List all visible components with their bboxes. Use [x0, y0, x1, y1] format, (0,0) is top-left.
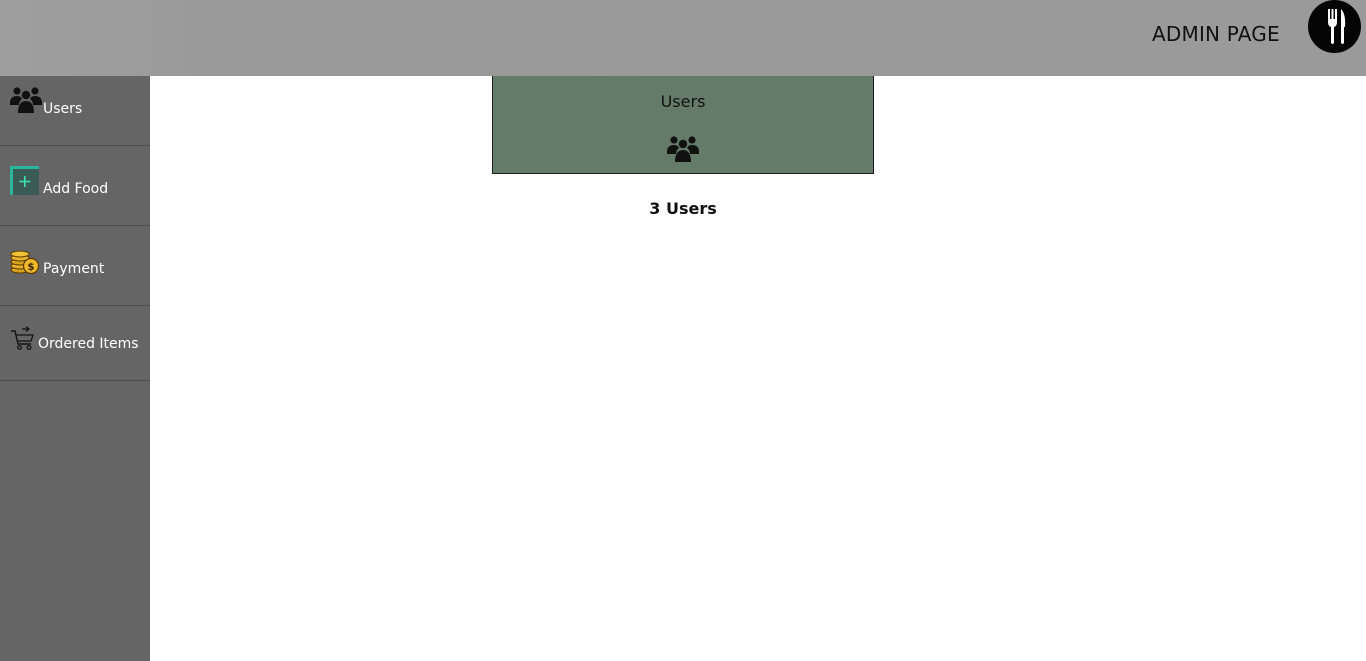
users-group-icon: [667, 135, 699, 167]
svg-text:$: $: [28, 262, 35, 273]
user-count: 3 Users: [649, 199, 717, 218]
sidebar-item-users[interactable]: Users: [0, 76, 150, 146]
sidebar-item-label: Payment: [43, 261, 105, 277]
card-title: Users: [660, 92, 706, 111]
sidebar-item-payment[interactable]: $ Payment: [0, 226, 150, 306]
sidebar-item-label: Users: [43, 101, 83, 117]
sidebar: Users Add Food $ Paymen: [0, 76, 150, 661]
page-title: ADMIN PAGE: [1152, 22, 1280, 46]
coins-icon: $: [10, 248, 40, 280]
sidebar-item-add-food[interactable]: Add Food: [0, 146, 150, 226]
users-card[interactable]: Users: [492, 76, 874, 174]
sidebar-item-label: Add Food: [43, 181, 109, 197]
users-group-icon: [10, 86, 42, 118]
cart-icon: [10, 326, 36, 356]
fork-knife-icon[interactable]: [1308, 0, 1361, 53]
add-square-icon: [10, 166, 40, 200]
sidebar-item-ordered-items[interactable]: Ordered Items: [0, 306, 150, 381]
top-header: ADMIN PAGE: [0, 0, 1366, 76]
sidebar-item-label: Ordered Items: [38, 336, 139, 352]
